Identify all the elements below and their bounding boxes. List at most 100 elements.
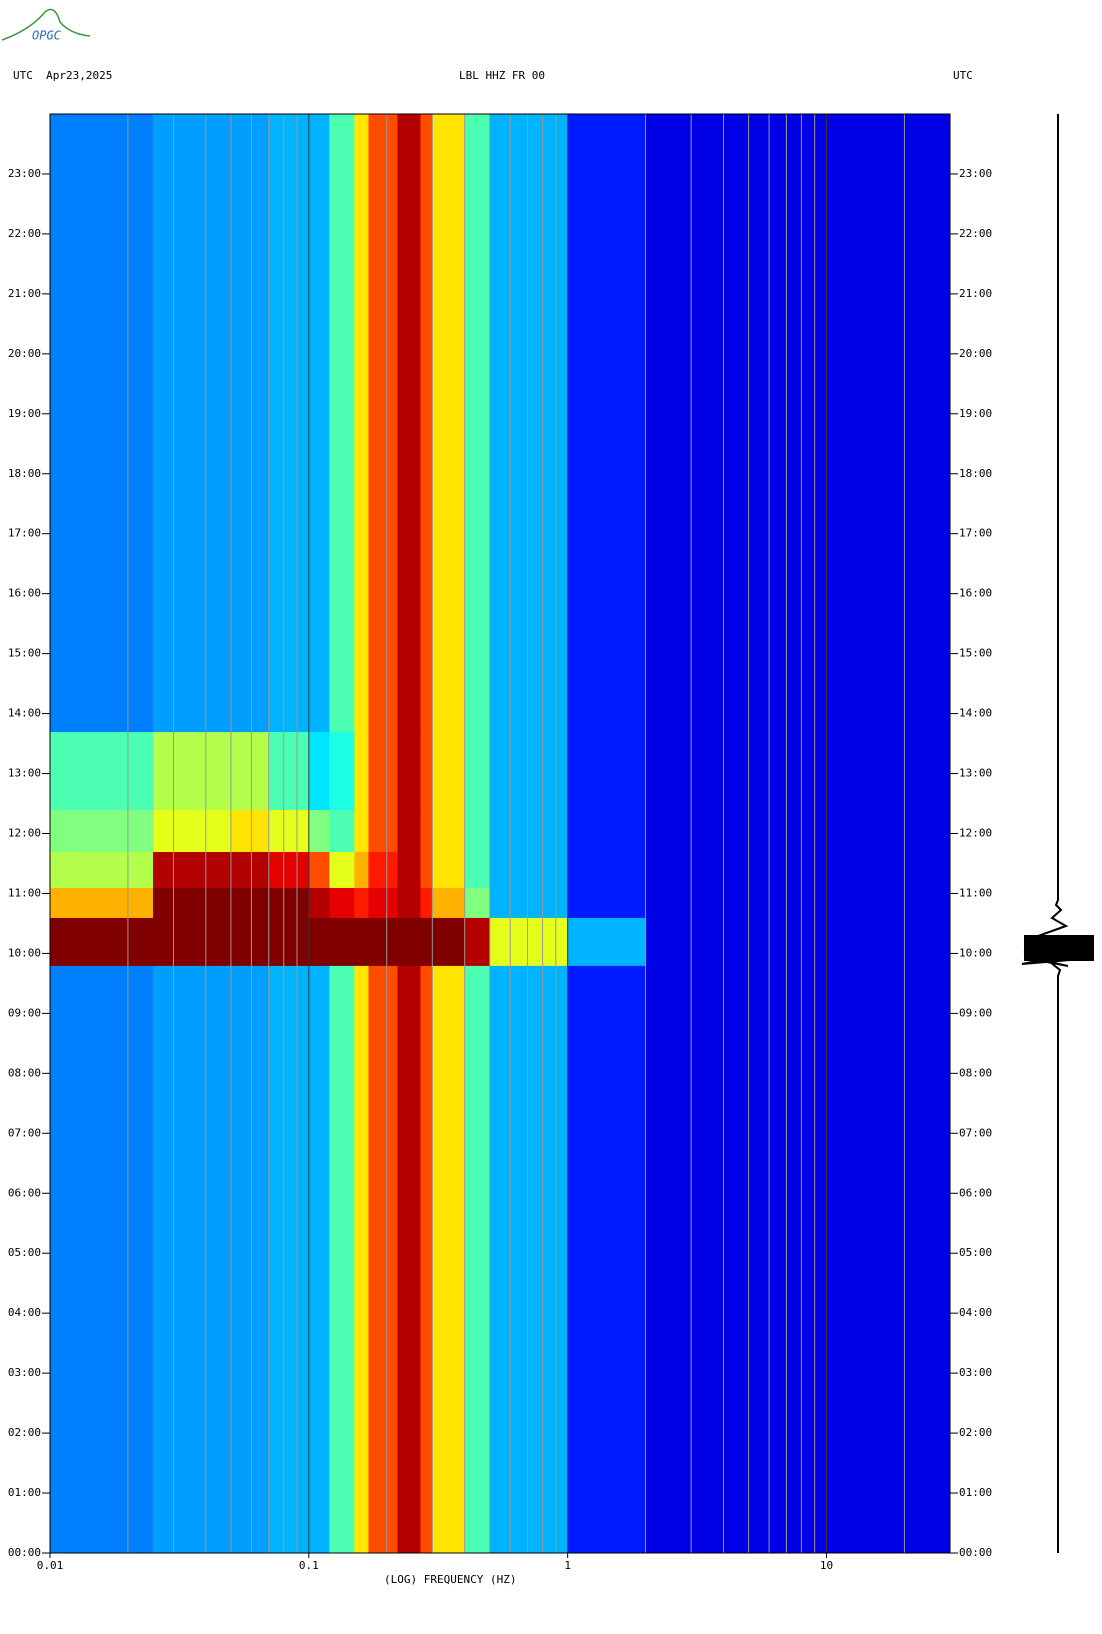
heat-cell <box>645 965 951 1554</box>
y-tick-label: 02:00 <box>959 1426 992 1439</box>
y-tick-label: 12:00 <box>8 827 41 840</box>
heat-cell <box>368 731 398 811</box>
waveform-burst <box>1024 935 1094 961</box>
heat-cell <box>567 917 647 966</box>
heat-cell <box>432 887 466 918</box>
heat-cell <box>308 965 330 1554</box>
heat-cell <box>354 851 369 888</box>
heat-cell <box>50 917 154 966</box>
y-tick-label: 09:00 <box>8 1006 41 1019</box>
x-tick-label: 0.1 <box>299 1559 319 1572</box>
heat-cell <box>397 809 421 852</box>
heat-cell <box>464 809 491 852</box>
y-tick-label: 01:00 <box>8 1486 41 1499</box>
heat-cell <box>397 887 421 918</box>
y-tick-label: 06:00 <box>8 1186 41 1199</box>
y-tick-label: 20:00 <box>959 347 992 360</box>
logo-curve <box>1 8 91 41</box>
heat-cell <box>645 917 951 966</box>
heat-cell <box>464 965 491 1554</box>
heat-cell <box>645 731 951 811</box>
heat-cell <box>397 917 421 966</box>
heat-cell <box>397 114 421 733</box>
y-tick-label: 19:00 <box>8 407 41 420</box>
heat-cell <box>368 917 398 966</box>
heat-cell <box>308 851 330 888</box>
logo: OPGC <box>32 29 62 43</box>
x-tick-label: 0.01 <box>37 1559 64 1572</box>
x-tick-label: 10 <box>820 1559 833 1572</box>
heat-cell <box>368 965 398 1554</box>
y-tick-label: 05:00 <box>959 1246 992 1259</box>
y-tick-label: 11:00 <box>959 886 992 899</box>
heat-cell <box>420 917 433 966</box>
heat-cell <box>50 114 154 733</box>
heat-cell <box>50 887 154 918</box>
heat-cell <box>50 851 154 888</box>
heat-cell <box>308 887 330 918</box>
heat-cell <box>464 917 491 966</box>
heat-cell <box>329 965 355 1554</box>
y-tick-label: 17:00 <box>8 527 41 540</box>
heat-cell <box>645 809 951 852</box>
heat-cell <box>432 851 466 888</box>
heat-cell <box>645 114 951 733</box>
heat-cell <box>368 851 398 888</box>
y-tick-label: 05:00 <box>8 1246 41 1259</box>
y-tick-label: 22:00 <box>959 227 992 240</box>
y-tick-label: 07:00 <box>959 1126 992 1139</box>
heat-cell <box>153 965 232 1554</box>
header-left: UTC Apr23,2025 <box>13 69 112 82</box>
y-tick-label: 14:00 <box>959 707 992 720</box>
y-tick-label: 15:00 <box>959 647 992 660</box>
heat-cell <box>489 965 569 1554</box>
heat-cell <box>432 731 466 811</box>
heat-cell <box>420 965 433 1554</box>
y-tick-label: 16:00 <box>8 587 41 600</box>
heat-cell <box>329 887 355 918</box>
heat-cell <box>268 851 310 888</box>
heat-cell <box>489 809 569 852</box>
heat-cell <box>567 851 647 888</box>
y-tick-label: 17:00 <box>959 527 992 540</box>
heat-cell <box>397 965 421 1554</box>
heat-cell <box>329 917 355 966</box>
heat-cell <box>432 917 466 966</box>
y-tick-label: 01:00 <box>959 1486 992 1499</box>
y-tick-label: 09:00 <box>959 1006 992 1019</box>
heat-cell <box>464 887 491 918</box>
y-tick-label: 02:00 <box>8 1426 41 1439</box>
heat-cell <box>50 965 154 1554</box>
y-tick-label: 12:00 <box>959 827 992 840</box>
heat-cell <box>368 887 398 918</box>
y-tick-label: 00:00 <box>959 1546 992 1559</box>
y-tick-label: 10:00 <box>959 946 992 959</box>
y-tick-label: 00:00 <box>8 1546 41 1559</box>
y-tick-label: 13:00 <box>8 767 41 780</box>
waveform <box>1021 114 1095 1553</box>
heat-cell <box>397 731 421 811</box>
y-tick-label: 13:00 <box>959 767 992 780</box>
heat-cell <box>230 851 270 888</box>
y-tick-label: 22:00 <box>8 227 41 240</box>
heat-cell <box>268 965 310 1554</box>
heat-cell <box>153 851 232 888</box>
heat-cell <box>268 731 310 811</box>
heat-cell <box>329 114 355 733</box>
heat-cell <box>153 731 232 811</box>
x-axis-label: (LOG) FREQUENCY (HZ) <box>384 1573 516 1586</box>
heat-cell <box>153 917 232 966</box>
heat-cell <box>354 965 369 1554</box>
heat-cell <box>464 851 491 888</box>
heat-cell <box>230 965 270 1554</box>
y-tick-label: 03:00 <box>8 1366 41 1379</box>
heat-cell <box>464 731 491 811</box>
y-tick-label: 15:00 <box>8 647 41 660</box>
heat-cell <box>464 114 491 733</box>
heat-cell <box>268 114 310 733</box>
heat-cell <box>567 731 647 811</box>
y-tick-label: 03:00 <box>959 1366 992 1379</box>
heat-cell <box>329 731 355 811</box>
heat-cell <box>153 114 232 733</box>
